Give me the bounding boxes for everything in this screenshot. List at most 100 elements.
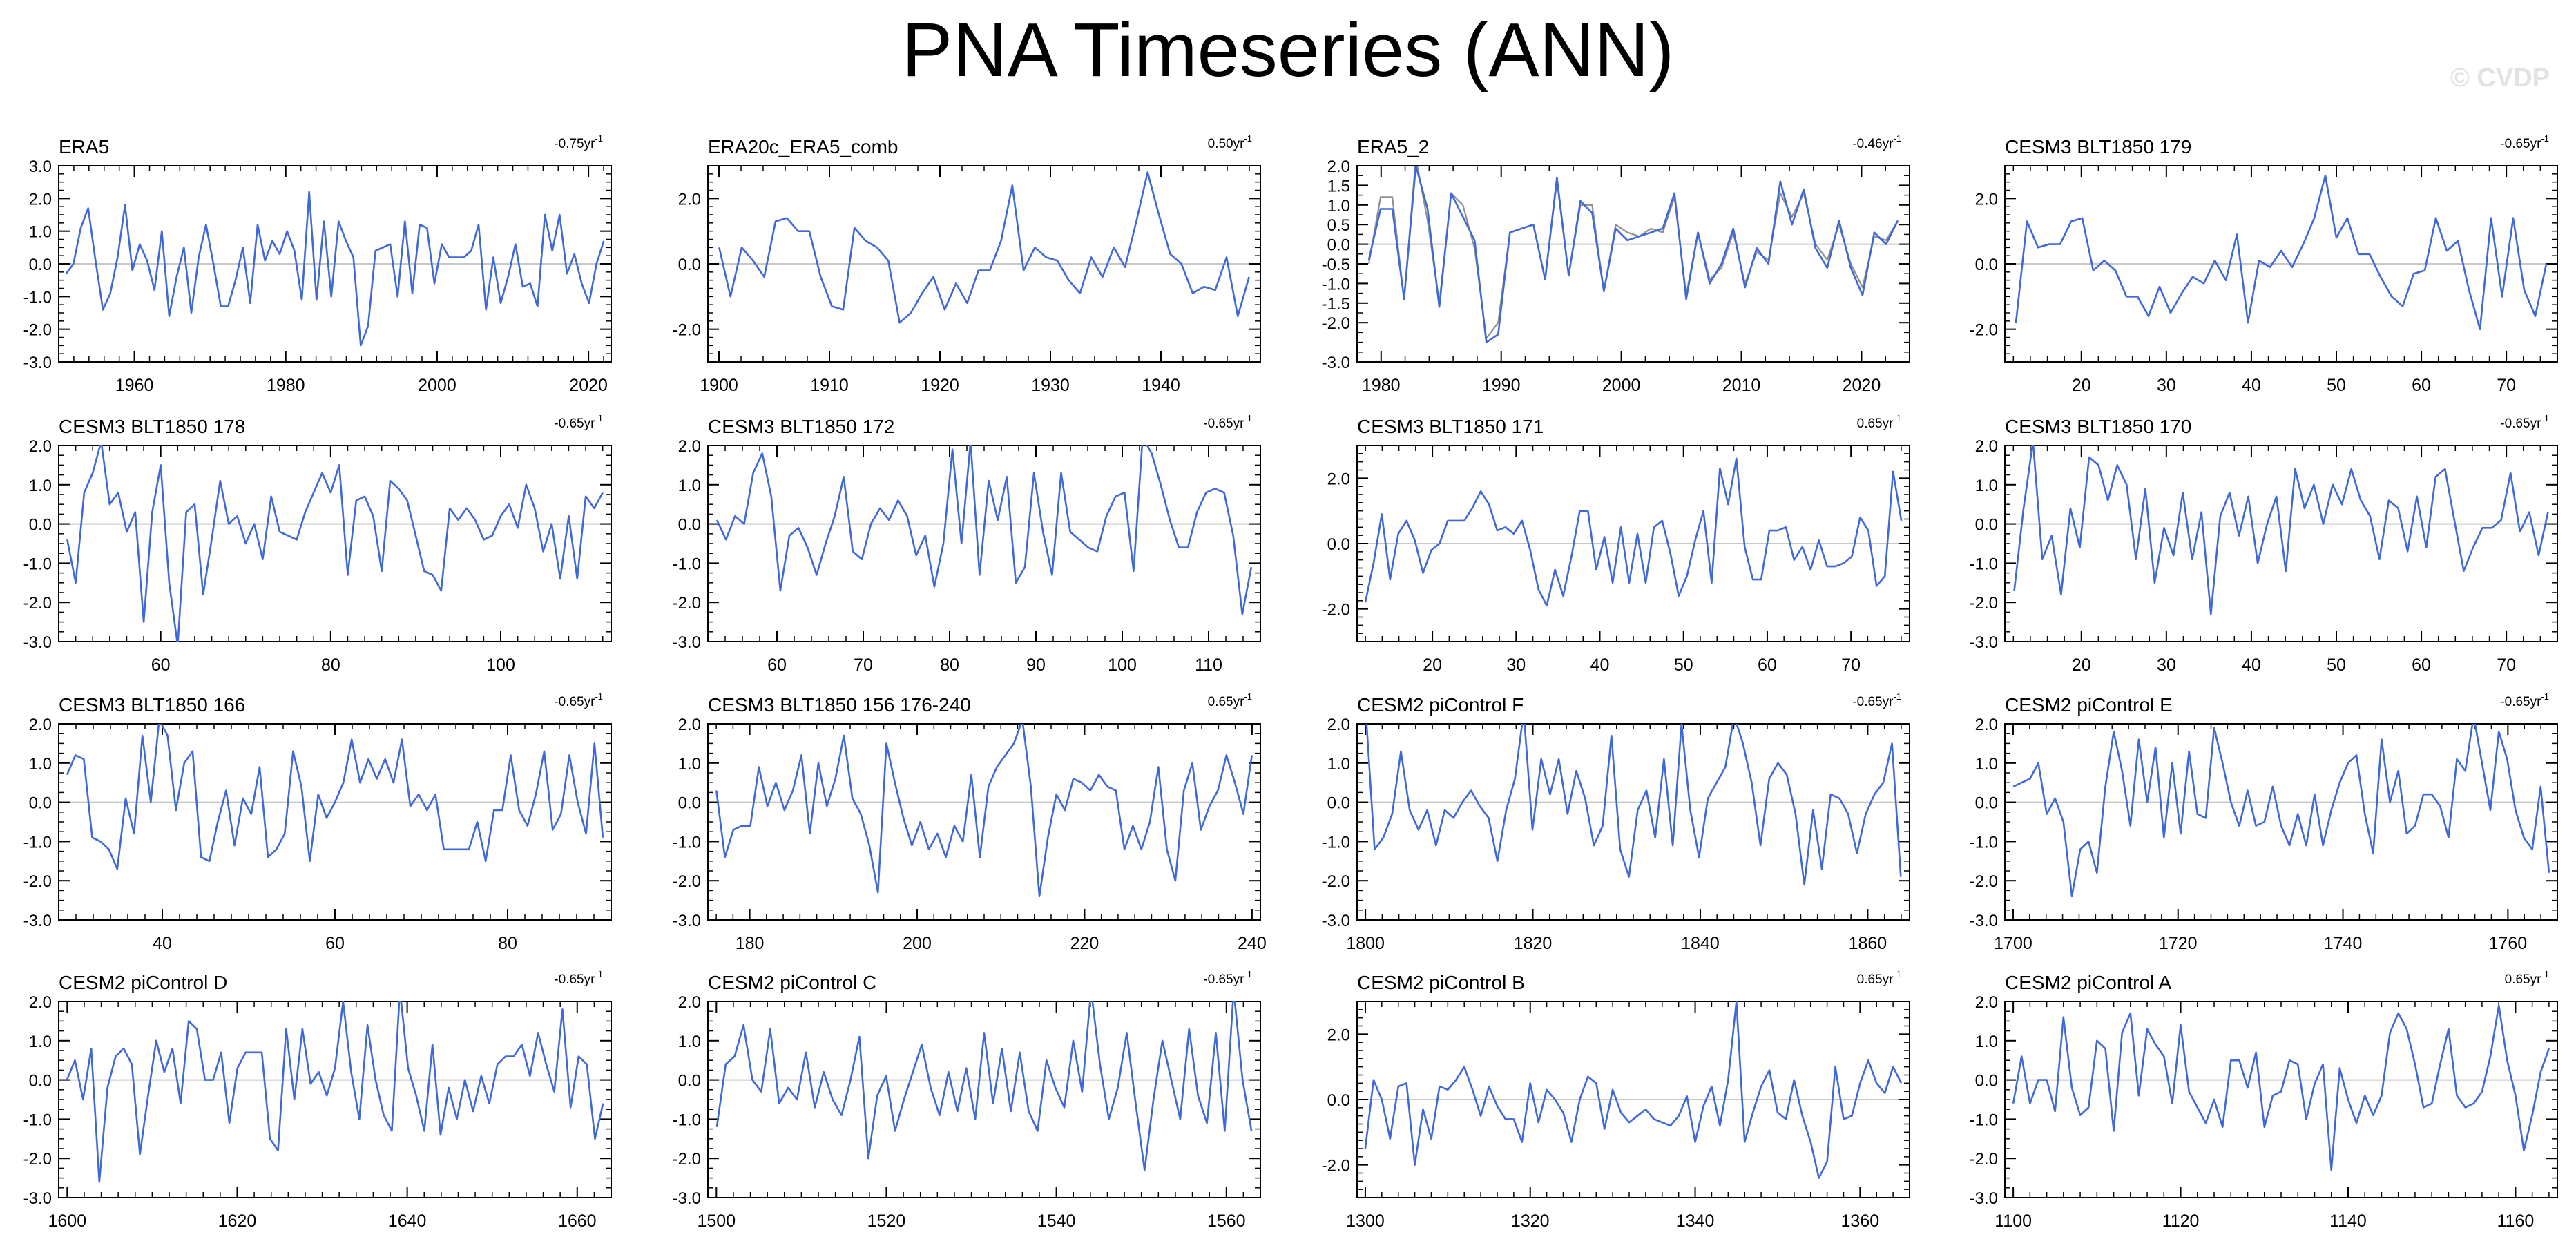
plot-frame bbox=[1356, 165, 1910, 363]
x-tick-label: 1160 bbox=[2497, 1211, 2535, 1231]
y-tick-label: 1.0 bbox=[29, 755, 52, 774]
y-tick-label: -3.0 bbox=[673, 912, 701, 930]
y-tick-label: -1.0 bbox=[23, 555, 52, 573]
trend-exponent: -1 bbox=[1893, 133, 1901, 144]
y-tick-label: 2.0 bbox=[29, 716, 52, 734]
trend-value: -0.65yr bbox=[2500, 416, 2541, 431]
x-tick-label: 60 bbox=[1758, 655, 1777, 675]
y-tick-label: -2.0 bbox=[1322, 872, 1350, 891]
y-tick-label: 2.0 bbox=[29, 190, 52, 209]
x-tick-label: 40 bbox=[2242, 655, 2261, 675]
x-tick-label: 20 bbox=[1423, 655, 1442, 675]
panel-title: CESM2 piControl F bbox=[1357, 694, 1524, 716]
trend-value: 0.65yr bbox=[1857, 972, 1894, 987]
x-tick-label: 1900 bbox=[700, 376, 738, 395]
panel-title: CESM3 BLT1850 172 bbox=[708, 416, 894, 437]
trend-value: 0.65yr bbox=[1857, 416, 1894, 431]
x-tick-label: 30 bbox=[2157, 655, 2176, 675]
y-tick-label: 2.0 bbox=[29, 993, 52, 1012]
y-tick-label: -2.0 bbox=[1322, 314, 1350, 333]
y-tick-label: -2.0 bbox=[673, 321, 701, 340]
y-tick-label: 2.0 bbox=[678, 993, 701, 1012]
panel-title: CESM2 piControl B bbox=[1357, 972, 1525, 993]
trend-value: -0.46yr bbox=[1852, 137, 1894, 151]
pna-series-line bbox=[715, 1001, 1253, 1171]
panel-title: CESM2 piControl E bbox=[2005, 694, 2173, 716]
pna-panel: 1100 1120 1140 1160 2.0 1.0 0.0 -1.0 -2.0 -3.0 CES… bbox=[1970, 969, 2558, 1231]
x-tick-label: 90 bbox=[1026, 655, 1046, 675]
y-tick-label: 0.0 bbox=[1327, 535, 1350, 554]
trend-exponent: -1 bbox=[1893, 691, 1901, 702]
y-tick-label: 2.0 bbox=[1975, 993, 1998, 1012]
plot-frame bbox=[58, 445, 612, 642]
trend-value: -0.65yr bbox=[1203, 972, 1244, 987]
pna-series-line bbox=[66, 724, 604, 870]
pna-series-line bbox=[715, 724, 1253, 898]
pna-series-line bbox=[718, 171, 1250, 324]
panel-title: CESM3 BLT1850 170 bbox=[2005, 416, 2191, 437]
y-tick-label: -1.0 bbox=[23, 833, 52, 852]
trend-label: 0.65yr-1 bbox=[1208, 691, 1252, 709]
y-tick-label: -1.0 bbox=[23, 288, 52, 307]
pna-panel: 20 30 40 50 60 70 2.0 0.0 -2.0 CESM3 BLT1850 171 0… bbox=[1322, 413, 1910, 675]
x-tick-label: 1600 bbox=[48, 1211, 86, 1231]
trend-exponent: -1 bbox=[2541, 969, 2549, 979]
pna-panel: 1500 1520 1540 1560 2.0 1.0 0.0 -1.0 -2.0 -3.0 CES… bbox=[673, 969, 1261, 1231]
trend-exponent: -1 bbox=[1893, 969, 1901, 979]
x-tick-label: 40 bbox=[153, 934, 172, 953]
x-tick-label: 1800 bbox=[1346, 934, 1385, 953]
x-tick-label: 1820 bbox=[1514, 934, 1553, 953]
trend-exponent: -1 bbox=[2541, 413, 2549, 423]
trend-value: 0.65yr bbox=[2505, 972, 2541, 987]
x-tick-label: 60 bbox=[767, 655, 787, 675]
y-tick-label: -2.0 bbox=[1970, 321, 1998, 340]
y-tick-label: -3.0 bbox=[23, 1189, 52, 1208]
pna-series-line bbox=[66, 445, 604, 642]
x-tick-label: 70 bbox=[1841, 655, 1861, 675]
trend-value: 0.50yr bbox=[1208, 137, 1244, 151]
x-tick-label: 240 bbox=[1238, 934, 1267, 953]
trend-label: -0.65yr-1 bbox=[554, 413, 603, 431]
pna-series-line bbox=[1365, 724, 1902, 886]
trend-exponent: -1 bbox=[1244, 133, 1252, 144]
y-tick-label: 0.0 bbox=[1327, 1091, 1350, 1110]
page-title: PNA Timeseries (ANN) bbox=[901, 8, 1675, 93]
pna-series-line bbox=[715, 445, 1253, 615]
x-tick-label: 1560 bbox=[1207, 1211, 1246, 1231]
y-tick-label: -2.0 bbox=[673, 872, 701, 891]
pna-series-line bbox=[1367, 166, 1899, 343]
panel-title: CESM3 BLT1850 179 bbox=[2005, 136, 2191, 157]
y-tick-label: -1.0 bbox=[673, 1111, 701, 1129]
trend-label: -0.65yr-1 bbox=[2500, 413, 2549, 431]
pna-series-line bbox=[2013, 445, 2549, 615]
trend-value: -0.65yr bbox=[2500, 137, 2541, 151]
x-tick-label: 1700 bbox=[1994, 934, 2032, 953]
trend-value: 0.65yr bbox=[1208, 695, 1244, 709]
x-tick-label: 1320 bbox=[1511, 1211, 1550, 1231]
y-tick-label: -3.0 bbox=[23, 912, 52, 930]
pna-panel: 1980 1990 2000 2010 20202.01.51.00.50.0-0.5-… bbox=[1322, 133, 1910, 395]
y-tick-label: 2.0 bbox=[678, 716, 701, 734]
x-tick-label: 1990 bbox=[1482, 376, 1521, 395]
x-tick-label: 220 bbox=[1070, 934, 1099, 953]
trend-exponent: -1 bbox=[595, 413, 603, 423]
pna-panel: 1600 1620 1640 1660 2.0 1.0 0.0 -1.0 -2.0 -3.0 CES… bbox=[23, 969, 612, 1231]
x-tick-label: 1920 bbox=[921, 376, 959, 395]
x-tick-label: 1300 bbox=[1346, 1211, 1385, 1231]
x-tick-label: 1360 bbox=[1841, 1211, 1880, 1231]
x-tick-label: 30 bbox=[2157, 376, 2176, 395]
panel-title: CESM2 piControl C bbox=[708, 972, 876, 993]
y-tick-label: 1.0 bbox=[29, 1033, 52, 1051]
y-tick-label: -1.0 bbox=[1322, 833, 1350, 852]
cvdp-watermark: © CVDP bbox=[2450, 64, 2550, 93]
pna-panel: 1960 1980 2000 2020 3.0 2.0 1.0 0.0 -1.0 -2.0 -3.0… bbox=[23, 133, 612, 395]
y-tick-label: -2.0 bbox=[1970, 872, 1998, 891]
pna-panel: 60 70 80 90 100 110 2.0 1.0 0.0 -1.0 -2.0 -3.0 CESM3… bbox=[673, 413, 1261, 675]
y-tick-label: -1.5 bbox=[1322, 295, 1350, 314]
y-tick-label: 1.0 bbox=[678, 755, 701, 774]
y-tick-label: 1.0 bbox=[1975, 477, 1998, 495]
trend-exponent: -1 bbox=[1244, 969, 1252, 979]
y-tick-label: -3.0 bbox=[673, 633, 701, 652]
y-tick-label: 1.0 bbox=[678, 477, 701, 495]
